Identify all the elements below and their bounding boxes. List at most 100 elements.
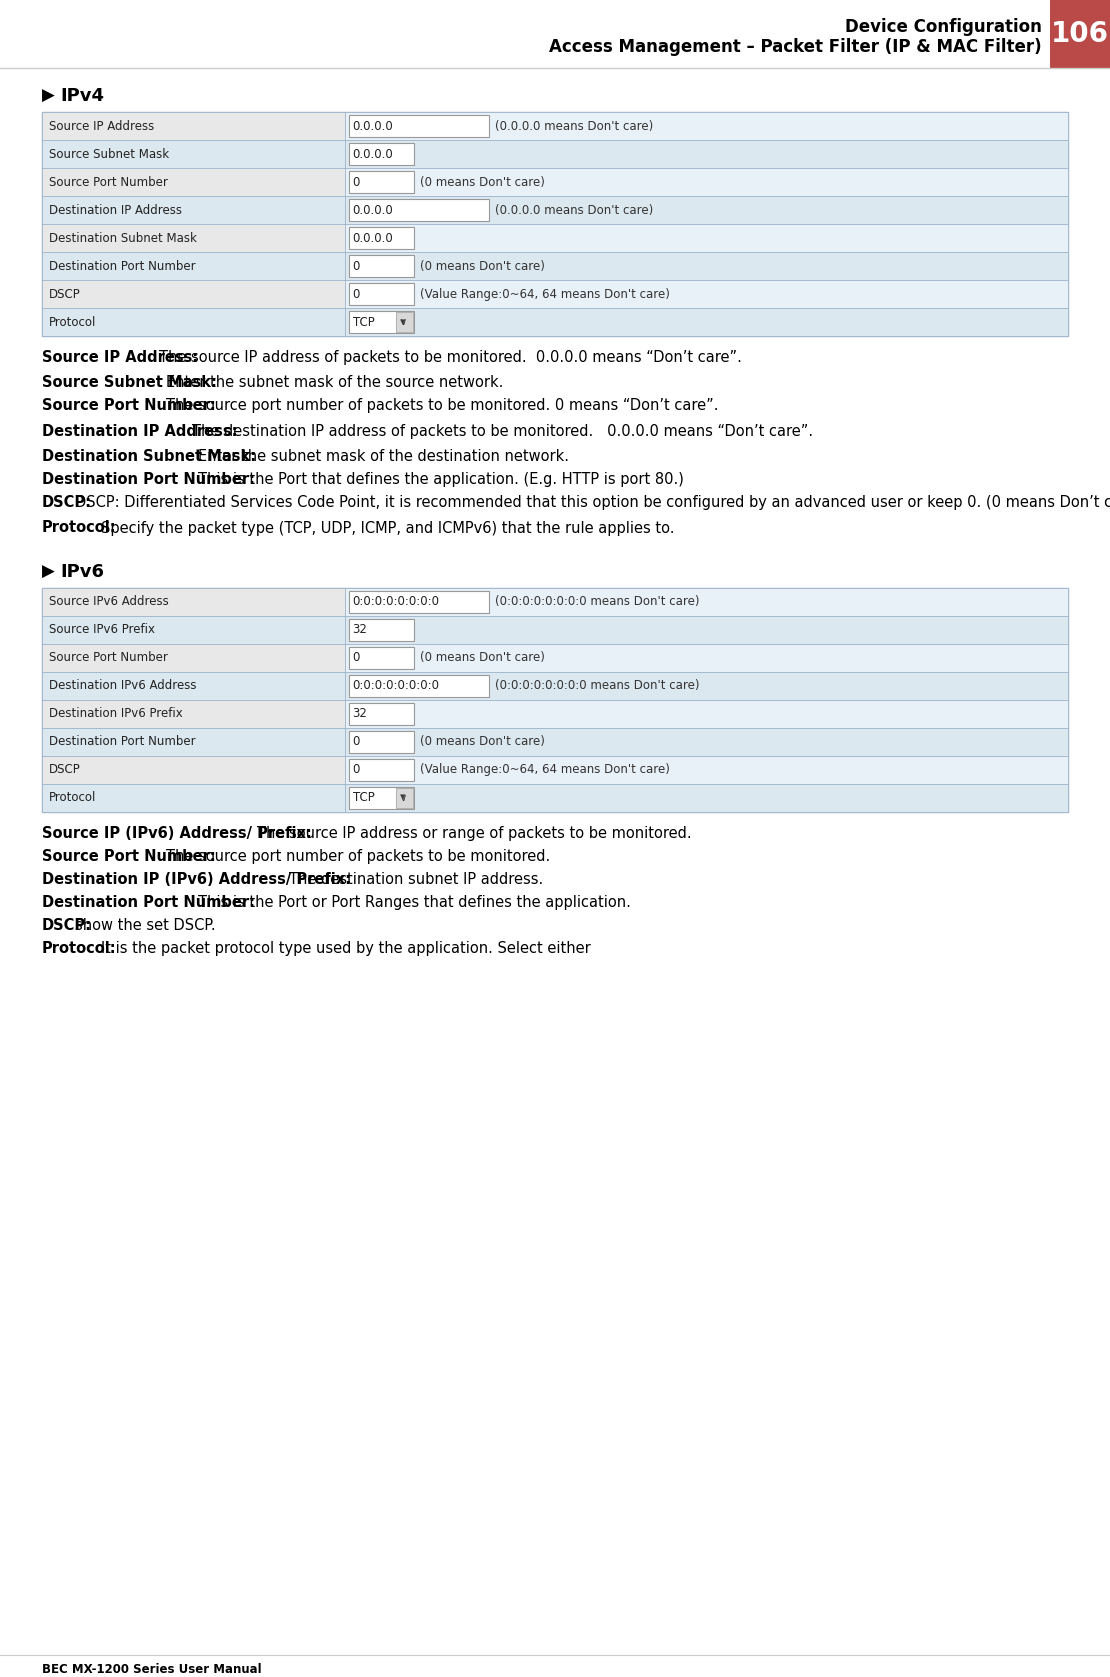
- Text: ▾: ▾: [400, 793, 405, 803]
- Bar: [42, 783, 345, 812]
- Bar: [349, 143, 414, 164]
- Bar: [345, 225, 1068, 252]
- Bar: [349, 590, 488, 612]
- Text: The destination subnet IP address.: The destination subnet IP address.: [290, 872, 544, 887]
- Text: The destination IP address of packets to be monitored.   0.0.0.0 means “Don’t ca: The destination IP address of packets to…: [192, 424, 813, 439]
- Text: ▾: ▾: [400, 317, 405, 327]
- Bar: [1050, 0, 1110, 69]
- Bar: [345, 615, 1068, 644]
- Text: Destination IPv6 Prefix: Destination IPv6 Prefix: [49, 708, 183, 719]
- Text: ▶: ▶: [42, 562, 54, 580]
- Text: Destination IP Address: Destination IP Address: [49, 203, 182, 216]
- Text: DSCP:: DSCP:: [42, 917, 92, 932]
- Text: Destination Subnet Mask:: Destination Subnet Mask:: [42, 449, 256, 465]
- Text: 32: 32: [353, 708, 367, 719]
- Text: Protocol:: Protocol:: [42, 520, 117, 535]
- Text: Source Port Number:: Source Port Number:: [42, 399, 215, 414]
- Text: (0 means Don't care): (0 means Don't care): [420, 651, 545, 664]
- Text: It is the packet protocol type used by the application. Select either: It is the packet protocol type used by t…: [101, 941, 595, 956]
- Text: 0: 0: [353, 176, 360, 188]
- Text: (0.0.0.0 means Don't care): (0.0.0.0 means Don't care): [495, 203, 653, 216]
- Text: Source IP Address: Source IP Address: [49, 119, 154, 132]
- Text: (0.0.0.0 means Don't care): (0.0.0.0 means Don't care): [495, 119, 653, 132]
- Text: (0:0:0:0:0:0:0:0 means Don't care): (0:0:0:0:0:0:0:0 means Don't care): [495, 595, 699, 609]
- Text: Source Subnet Mask:: Source Subnet Mask:: [42, 376, 216, 391]
- Text: Specify the packet type (TCP, UDP, ICMP, and ICMPv6) that the rule applies to.: Specify the packet type (TCP, UDP, ICMP,…: [101, 520, 674, 535]
- Bar: [42, 671, 345, 699]
- Text: The source port number of packets to be monitored. 0 means “Don’t care”.: The source port number of packets to be …: [165, 399, 718, 414]
- Text: Access Management – Packet Filter (IP & MAC Filter): Access Management – Packet Filter (IP & …: [549, 39, 1042, 55]
- Text: IPv6: IPv6: [60, 562, 104, 580]
- Bar: [345, 252, 1068, 280]
- Bar: [345, 671, 1068, 699]
- Text: (0 means Don't care): (0 means Don't care): [420, 176, 545, 188]
- Text: Destination IPv6 Address: Destination IPv6 Address: [49, 679, 196, 693]
- Bar: [349, 647, 414, 669]
- Bar: [349, 116, 488, 138]
- Text: Device Configuration: Device Configuration: [845, 18, 1042, 35]
- Text: Source IP (IPv6) Address/ Prefix:: Source IP (IPv6) Address/ Prefix:: [42, 825, 312, 840]
- Bar: [345, 587, 1068, 615]
- Text: Protocol:: Protocol:: [42, 941, 117, 956]
- Bar: [42, 196, 345, 225]
- Text: 0.0.0.0: 0.0.0.0: [353, 119, 393, 132]
- Text: Source Subnet Mask: Source Subnet Mask: [49, 148, 169, 161]
- Text: 106: 106: [1051, 20, 1109, 49]
- Bar: [42, 728, 345, 756]
- Bar: [42, 615, 345, 644]
- Bar: [345, 699, 1068, 728]
- Text: (Value Range:0~64, 64 means Don't care): (Value Range:0~64, 64 means Don't care): [420, 287, 669, 300]
- Text: ∨: ∨: [400, 317, 407, 327]
- Bar: [395, 312, 413, 332]
- Bar: [349, 787, 414, 808]
- Bar: [42, 168, 345, 196]
- Bar: [42, 225, 345, 252]
- Bar: [349, 255, 414, 277]
- Text: The source IP address of packets to be monitored.  0.0.0.0 means “Don’t care”.: The source IP address of packets to be m…: [159, 350, 743, 366]
- Text: (0 means Don't care): (0 means Don't care): [420, 260, 545, 272]
- Bar: [349, 283, 414, 305]
- Text: 0: 0: [353, 735, 360, 748]
- Bar: [345, 112, 1068, 139]
- Bar: [345, 756, 1068, 783]
- Text: Destination IP (IPv6) Address/ Prefix:: Destination IP (IPv6) Address/ Prefix:: [42, 872, 351, 887]
- Bar: [42, 139, 345, 168]
- Bar: [345, 196, 1068, 225]
- Text: TCP: TCP: [353, 315, 374, 329]
- Text: 0: 0: [353, 651, 360, 664]
- Bar: [349, 758, 414, 780]
- Bar: [349, 619, 414, 641]
- Text: (Value Range:0~64, 64 means Don't care): (Value Range:0~64, 64 means Don't care): [420, 763, 669, 776]
- Text: ▶: ▶: [42, 87, 54, 106]
- Bar: [345, 139, 1068, 168]
- Bar: [349, 674, 488, 696]
- Text: 0:0:0:0:0:0:0:0: 0:0:0:0:0:0:0:0: [353, 679, 440, 693]
- Bar: [42, 587, 345, 615]
- Bar: [395, 788, 413, 808]
- Bar: [42, 252, 345, 280]
- Text: Source Port Number:: Source Port Number:: [42, 849, 215, 864]
- Text: Enter the subnet mask of the source network.: Enter the subnet mask of the source netw…: [165, 376, 503, 391]
- Text: 0.0.0.0: 0.0.0.0: [353, 203, 393, 216]
- Bar: [349, 171, 414, 193]
- Bar: [345, 168, 1068, 196]
- Text: Protocol: Protocol: [49, 315, 97, 329]
- Bar: [345, 644, 1068, 671]
- Text: 0: 0: [353, 260, 360, 272]
- Bar: [349, 200, 488, 221]
- Text: TCP: TCP: [353, 792, 374, 803]
- Bar: [345, 728, 1068, 756]
- Text: Destination IP Address:: Destination IP Address:: [42, 424, 238, 439]
- Bar: [42, 280, 345, 309]
- Text: DSCP: DSCP: [49, 763, 81, 776]
- Text: Source IPv6 Prefix: Source IPv6 Prefix: [49, 624, 155, 636]
- Text: (0:0:0:0:0:0:0:0 means Don't care): (0:0:0:0:0:0:0:0 means Don't care): [495, 679, 699, 693]
- Text: Source Port Number: Source Port Number: [49, 176, 168, 188]
- Text: Destination Port Number:: Destination Port Number:: [42, 896, 255, 911]
- Text: Destination Subnet Mask: Destination Subnet Mask: [49, 231, 196, 245]
- Text: 0:0:0:0:0:0:0:0: 0:0:0:0:0:0:0:0: [353, 595, 440, 609]
- Bar: [42, 112, 1068, 335]
- Text: Protocol: Protocol: [49, 792, 97, 803]
- Text: BEC MX-1200 Series User Manual: BEC MX-1200 Series User Manual: [42, 1664, 262, 1675]
- Text: This is the Port that defines the application. (E.g. HTTP is port 80.): This is the Port that defines the applic…: [199, 473, 684, 486]
